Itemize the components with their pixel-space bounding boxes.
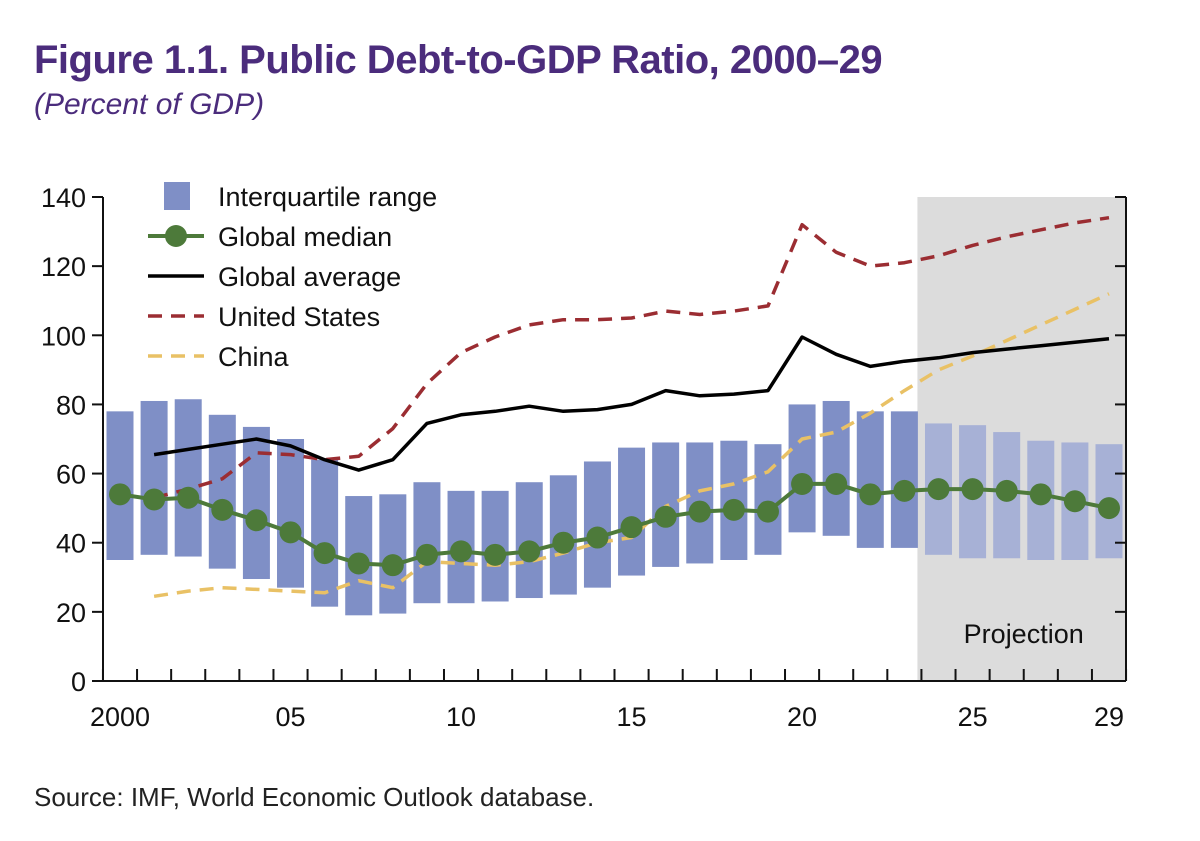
median-point-2019 bbox=[756, 500, 779, 523]
median-point-2005 bbox=[279, 521, 302, 544]
x-tick-label-2000: 2000 bbox=[90, 702, 150, 732]
median-point-2008 bbox=[381, 554, 404, 577]
y-tick-label-60: 60 bbox=[56, 460, 86, 490]
legend-swatch-interquartile-range bbox=[164, 182, 190, 210]
median-point-2023 bbox=[893, 479, 916, 502]
median-point-2004 bbox=[245, 509, 268, 532]
median-point-2012 bbox=[518, 540, 541, 563]
median-point-2020 bbox=[791, 472, 814, 495]
iqr-bar-2012 bbox=[515, 482, 543, 599]
projection-shade bbox=[917, 197, 1126, 681]
projection-label: Projection bbox=[964, 619, 1084, 649]
median-point-2015 bbox=[620, 516, 643, 539]
iqr-bar-2006 bbox=[311, 459, 339, 607]
iqr-bar-2001 bbox=[140, 400, 168, 555]
chart-subtitle: (Percent of GDP) bbox=[34, 88, 265, 121]
x-tick-label-2015: 15 bbox=[617, 702, 647, 732]
median-point-2003 bbox=[211, 498, 234, 521]
chart-title: Figure 1.1. Public Debt-to-GDP Ratio, 20… bbox=[34, 38, 883, 82]
series-line-united-states bbox=[153, 215, 1110, 500]
y-tick-label-0: 0 bbox=[71, 667, 86, 697]
iqr-bar-2020 bbox=[788, 404, 816, 533]
y-tick-label-20: 20 bbox=[56, 598, 86, 628]
x-tick-label-2025: 25 bbox=[958, 702, 988, 732]
median-point-2024 bbox=[927, 478, 950, 501]
y-tick-label-100: 100 bbox=[41, 321, 86, 351]
median-point-2000 bbox=[109, 483, 131, 506]
iqr-bar-2005 bbox=[277, 439, 305, 588]
iqr-bar-2023 bbox=[890, 411, 918, 548]
x-tick-label-2029: 29 bbox=[1094, 702, 1124, 732]
median-point-2022 bbox=[859, 483, 882, 506]
y-tick-label-40: 40 bbox=[56, 529, 86, 559]
median-point-2026 bbox=[995, 479, 1018, 502]
median-point-2018 bbox=[722, 498, 745, 521]
median-point-2029 bbox=[1098, 497, 1120, 520]
median-point-2028 bbox=[1063, 490, 1086, 513]
y-tick-label-80: 80 bbox=[56, 390, 86, 420]
iqr-bar-2002 bbox=[174, 399, 202, 557]
y-tick-label-140: 140 bbox=[41, 183, 86, 213]
source-note: Source: IMF, World Economic Outlook data… bbox=[34, 782, 595, 812]
median-point-2010 bbox=[450, 540, 473, 563]
iqr-bar-2021 bbox=[822, 400, 850, 536]
iqr-bar-2022 bbox=[856, 411, 884, 548]
median-point-2009 bbox=[415, 543, 438, 566]
median-point-2014 bbox=[586, 526, 609, 549]
median-point-2027 bbox=[1029, 483, 1052, 506]
median-point-2006 bbox=[313, 542, 336, 565]
iqr-bar-2009 bbox=[413, 482, 441, 604]
x-tick-label-2010: 10 bbox=[446, 702, 476, 732]
legend-label-interquartile-range: Interquartile range bbox=[218, 182, 437, 212]
legend-label-united-states: United States bbox=[218, 302, 380, 332]
median-point-2025 bbox=[961, 478, 984, 501]
legend-label-global-median: Global median bbox=[218, 222, 392, 252]
median-point-2001 bbox=[143, 488, 166, 511]
median-point-2007 bbox=[347, 552, 370, 575]
median-point-2002 bbox=[177, 486, 200, 509]
median-point-2017 bbox=[688, 500, 711, 523]
iqr-bar-2014 bbox=[583, 461, 611, 588]
median-point-2013 bbox=[552, 531, 575, 554]
y-tick-label-120: 120 bbox=[41, 252, 86, 282]
iqr-bar-2004 bbox=[242, 426, 270, 580]
median-point-2016 bbox=[654, 505, 677, 528]
median-point-2011 bbox=[484, 543, 507, 566]
iqr-bar-2019 bbox=[754, 444, 782, 555]
legend-label-global-average: Global average bbox=[218, 262, 401, 292]
series-line-global-average bbox=[153, 335, 1110, 472]
iqr-bar-2003 bbox=[208, 414, 236, 569]
iqr-bar-2008 bbox=[379, 494, 407, 614]
iqr-bar-2015 bbox=[618, 447, 646, 576]
legend-label-china: China bbox=[218, 342, 290, 372]
legend-marker-global-median bbox=[165, 225, 187, 247]
x-tick-label-2020: 20 bbox=[787, 702, 817, 732]
x-tick-label-2005: 05 bbox=[275, 702, 305, 732]
median-point-2021 bbox=[825, 472, 848, 495]
